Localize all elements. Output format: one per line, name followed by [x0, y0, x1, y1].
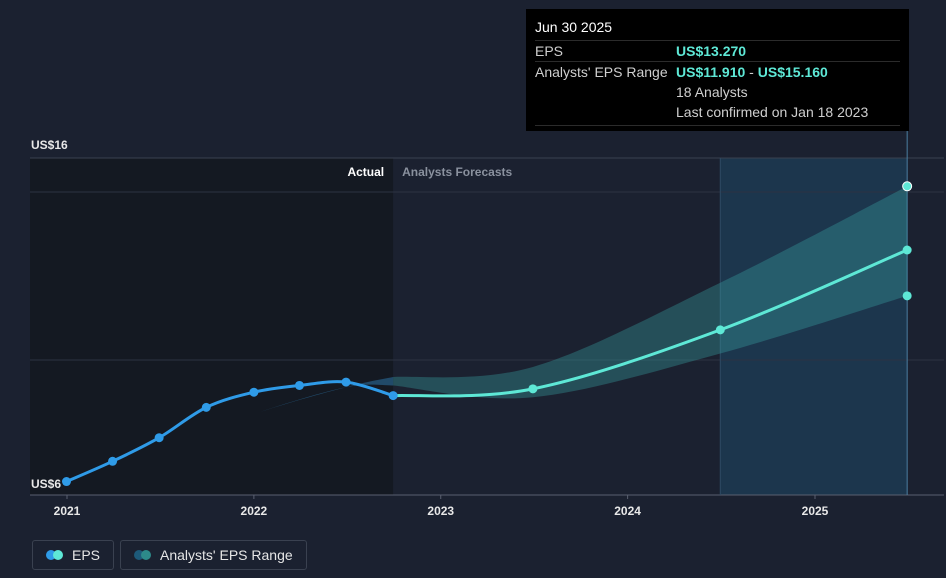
tooltip-analysts-row: 18 Analysts: [535, 82, 900, 102]
tooltip-eps-label: EPS: [535, 43, 564, 59]
hover-tooltip: Jun 30 2025 EPS US$13.270 Analysts' EPS …: [526, 9, 909, 131]
eps-actual-point: [249, 387, 259, 397]
tooltip-range-low: US$11.910: [676, 64, 746, 80]
tooltip-range-value: US$11.910 - US$15.160: [676, 64, 828, 81]
eps-actual-point: [108, 456, 118, 466]
tooltip-confirmed-row: Last confirmed on Jan 18 2023: [535, 102, 900, 126]
eps-actual-point: [341, 377, 351, 387]
x-tick-label: 2025: [802, 504, 829, 518]
legend-range-button[interactable]: Analysts' EPS Range: [120, 540, 307, 570]
legend-eps-button[interactable]: EPS: [32, 540, 115, 570]
tooltip-date: Jun 30 2025: [535, 19, 613, 35]
hover-highlight-region: [720, 158, 908, 495]
x-axis: 2021 2022 2023 2024 2025: [54, 495, 829, 518]
forecast-region-label: Analysts Forecasts: [402, 165, 512, 179]
eps-legend-icon: [46, 550, 64, 560]
actual-region-label: Actual: [347, 165, 384, 179]
tooltip-analysts: 18 Analysts: [676, 84, 748, 100]
eps-forecast-line: [393, 248, 908, 398]
range-high-point: [902, 181, 913, 192]
actual-region-background: [30, 158, 394, 495]
legend-range-label: Analysts' EPS Range: [160, 547, 293, 563]
tooltip-range-label: Analysts' EPS Range: [535, 64, 668, 80]
eps-actual-point: [294, 380, 304, 390]
y-axis: US$6 US$16: [31, 138, 68, 491]
tooltip-range-separator: -: [745, 64, 758, 80]
tooltip-eps-value: US$13.270: [676, 43, 747, 59]
tooltip-eps-row: EPS US$13.270: [535, 40, 900, 61]
chart-legend: EPS Analysts' EPS Range: [32, 540, 307, 570]
tooltip-range-high: US$15.160: [757, 64, 828, 80]
eps-points[interactable]: [61, 181, 913, 487]
legend-eps-label: EPS: [72, 547, 101, 563]
y-tick-label: US$6: [31, 477, 61, 491]
x-tick-label: 2024: [614, 504, 641, 518]
x-tick-label: 2021: [54, 504, 81, 518]
tooltip-range-row: Analysts' EPS Range US$11.910 - US$15.16…: [535, 61, 900, 82]
eps-actual-point: [201, 402, 211, 412]
eps-actual-point: [154, 433, 164, 443]
eps-forecast-point: [902, 245, 912, 255]
y-tick-label: US$16: [31, 138, 68, 152]
eps-forecast-point: [528, 384, 538, 394]
tooltip-confirmed: Last confirmed on Jan 18 2023: [676, 104, 869, 120]
eps-actual-point: [388, 391, 398, 401]
eps-actual-point: [61, 477, 71, 487]
x-tick-label: 2022: [241, 504, 268, 518]
range-low-point: [902, 291, 912, 301]
gridlines: [30, 131, 944, 496]
range-legend-icon: [134, 550, 152, 560]
eps-forecast-point: [715, 325, 725, 335]
x-tick-label: 2023: [427, 504, 454, 518]
